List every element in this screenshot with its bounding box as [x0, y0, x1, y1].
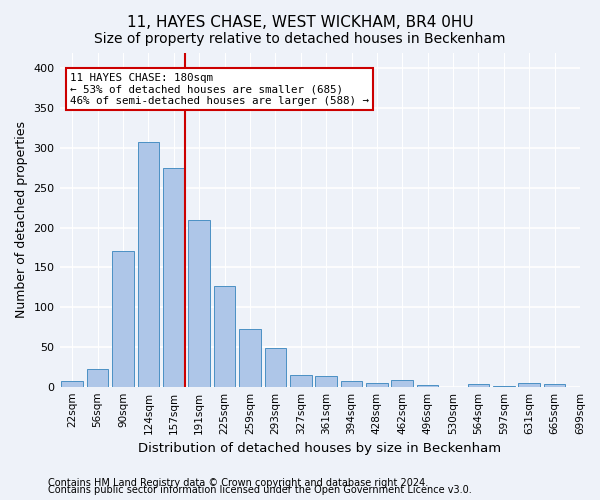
Bar: [316, 376, 337, 386]
X-axis label: Distribution of detached houses by size in Beckenham: Distribution of detached houses by size …: [138, 442, 502, 455]
Text: 11, HAYES CHASE, WEST WICKHAM, BR4 0HU: 11, HAYES CHASE, WEST WICKHAM, BR4 0HU: [127, 15, 473, 30]
Bar: [417, 385, 439, 386]
Bar: [239, 328, 261, 386]
Bar: [163, 168, 185, 386]
Bar: [366, 384, 388, 386]
Bar: [188, 220, 210, 386]
Bar: [137, 142, 159, 386]
Bar: [467, 384, 489, 386]
Bar: [214, 286, 235, 386]
Bar: [61, 381, 83, 386]
Text: Contains public sector information licensed under the Open Government Licence v3: Contains public sector information licen…: [48, 485, 472, 495]
Bar: [518, 384, 540, 386]
Bar: [265, 348, 286, 387]
Bar: [391, 380, 413, 386]
Text: Contains HM Land Registry data © Crown copyright and database right 2024.: Contains HM Land Registry data © Crown c…: [48, 478, 428, 488]
Text: 11 HAYES CHASE: 180sqm
← 53% of detached houses are smaller (685)
46% of semi-de: 11 HAYES CHASE: 180sqm ← 53% of detached…: [70, 72, 369, 106]
Bar: [112, 252, 134, 386]
Bar: [290, 374, 311, 386]
Bar: [544, 384, 565, 386]
Y-axis label: Number of detached properties: Number of detached properties: [15, 121, 28, 318]
Bar: [87, 369, 109, 386]
Bar: [341, 381, 362, 386]
Text: Size of property relative to detached houses in Beckenham: Size of property relative to detached ho…: [94, 32, 506, 46]
